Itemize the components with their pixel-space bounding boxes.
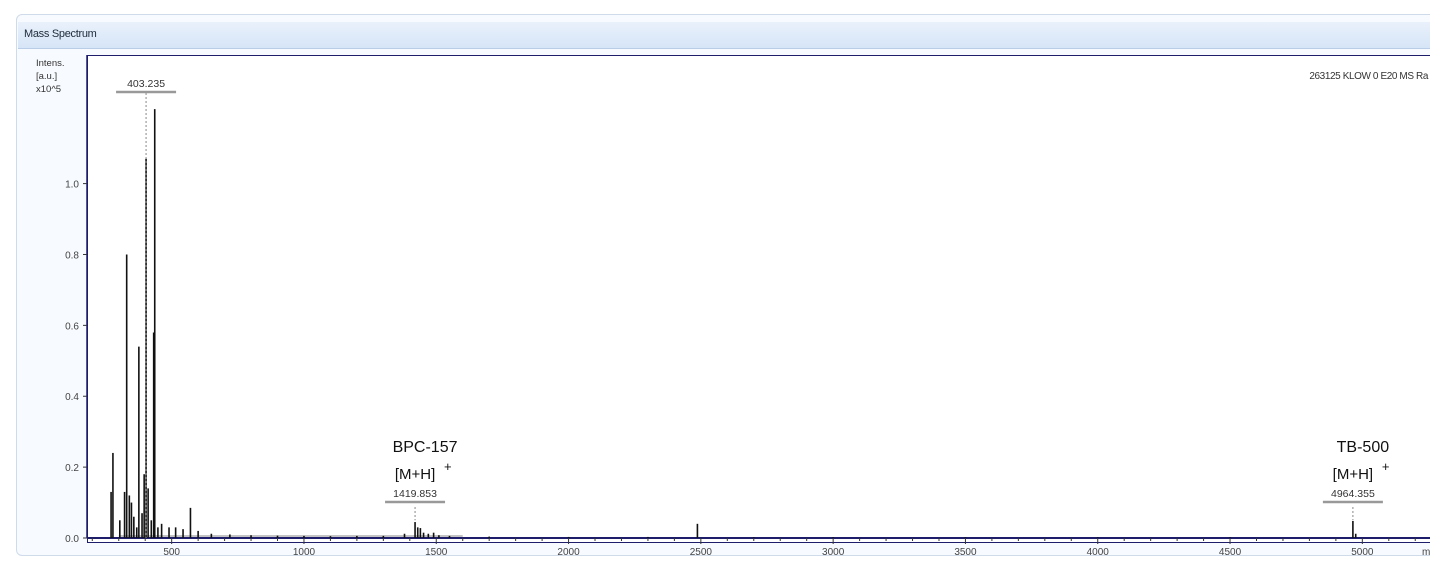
x-axis-label: m/z [1422, 547, 1430, 558]
y-tick-label: 0.0 [65, 534, 79, 545]
ion-label: [M+H] [1333, 466, 1373, 483]
y-tick-label: 1.0 [65, 180, 79, 191]
y-tick-label: 0.8 [65, 250, 79, 261]
peak-mz-label: 403.235 [127, 78, 165, 90]
peak-mz-label: 1419.853 [393, 488, 437, 500]
window-title: Mass Spectrum [24, 28, 97, 40]
y-axis-label: [a.u.] [36, 71, 57, 82]
x-tick-label: 500 [163, 547, 180, 558]
peak-mz-label: 4964.355 [1331, 488, 1375, 500]
y-axis-label: x10^5 [36, 84, 61, 95]
y-tick-label: 0.6 [65, 321, 79, 332]
x-tick-label: 5000 [1351, 547, 1374, 558]
y-tick-label: 0.2 [65, 463, 79, 474]
compound-name: TB-500 [1337, 439, 1390, 456]
x-tick-label: 2500 [690, 547, 713, 558]
y-axis-label: Intens. [36, 58, 65, 69]
x-tick-label: 3500 [954, 547, 977, 558]
x-tick-label: 2000 [557, 547, 580, 558]
y-tick-label: 0.4 [65, 392, 79, 403]
x-tick-label: 1000 [293, 547, 316, 558]
x-tick-label: 4500 [1219, 547, 1242, 558]
ion-charge: + [1382, 459, 1390, 474]
run-label: 263125 KLOW 0 E20 MS Ra [1309, 71, 1428, 82]
x-tick-label: 3000 [822, 547, 845, 558]
x-tick-label: 1500 [425, 547, 448, 558]
ion-charge: + [444, 459, 452, 474]
plot-area [87, 55, 1430, 543]
ion-label: [M+H] [395, 466, 435, 483]
x-tick-label: 4000 [1087, 547, 1110, 558]
window-titlebar: Mass Spectrum [18, 22, 1430, 49]
compound-name: BPC-157 [393, 439, 458, 456]
